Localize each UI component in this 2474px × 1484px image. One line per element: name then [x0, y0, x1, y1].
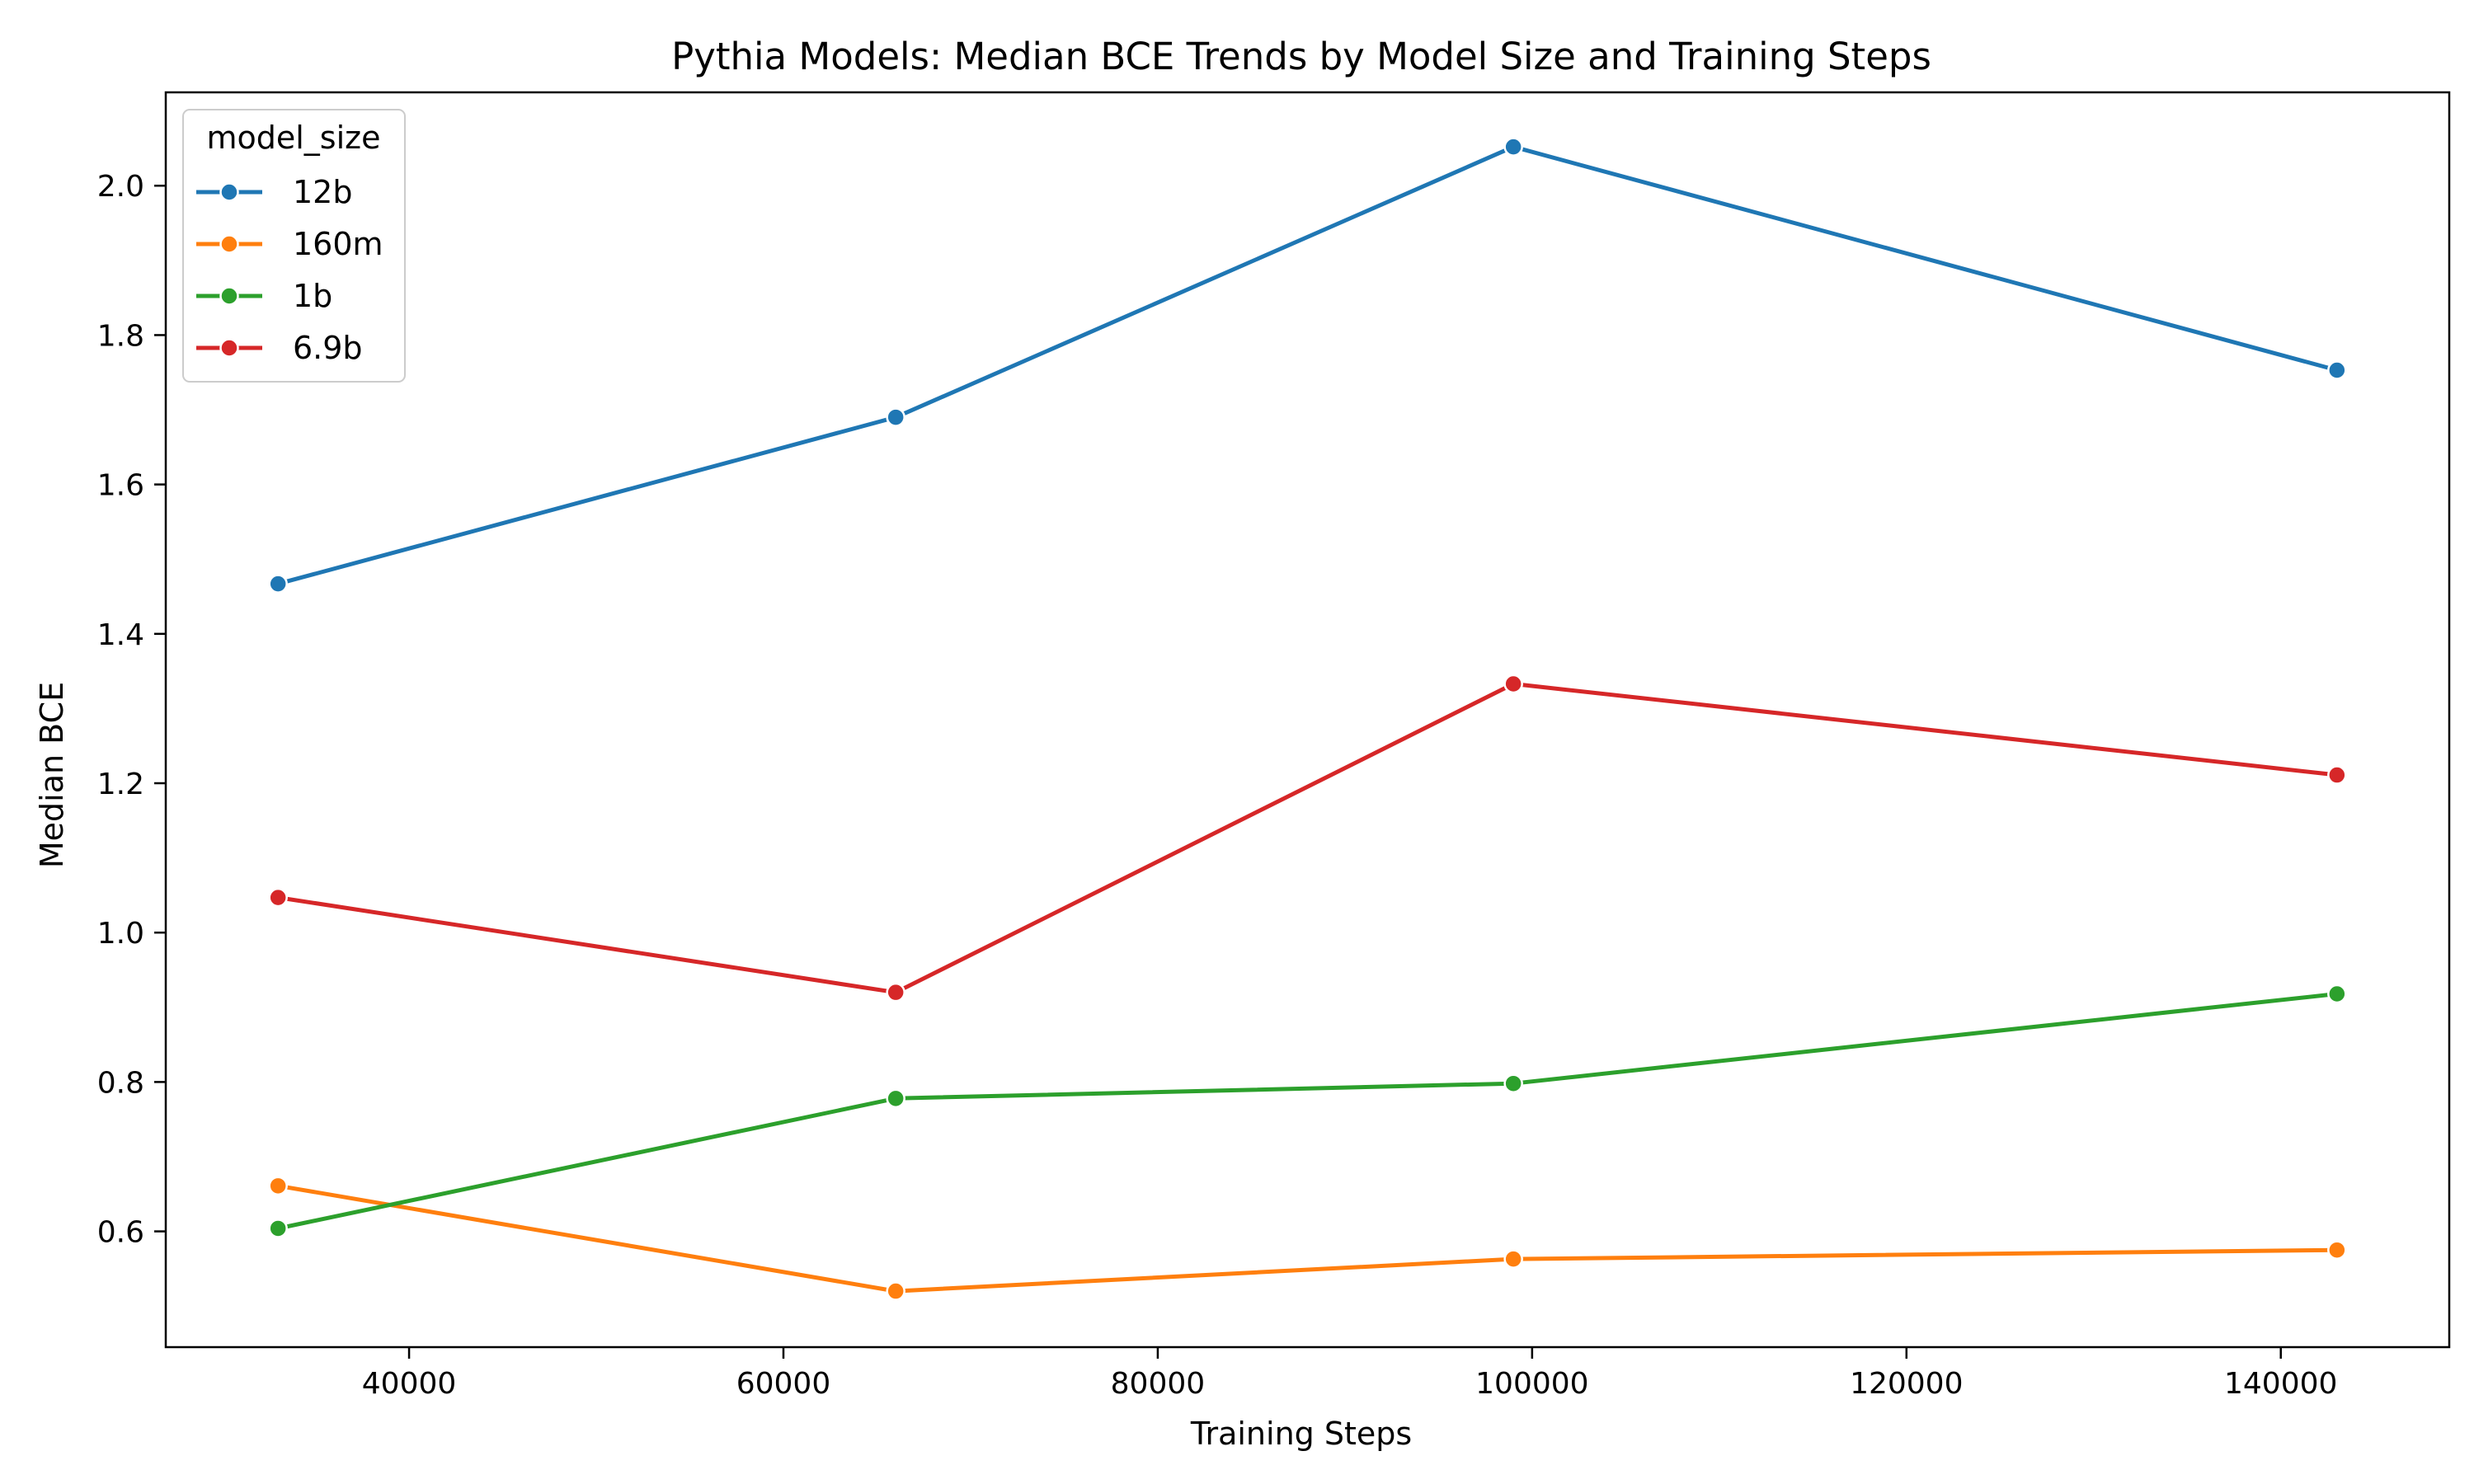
x-tick-label: 100000: [1475, 1367, 1588, 1401]
y-tick-label: 1.0: [97, 917, 144, 951]
data-point-6.9b: [268, 887, 288, 908]
y-axis-ticks: 0.6 0.8 1.0 1.2 1.4 1.6 1.8 2.0: [97, 170, 166, 1250]
x-tick-label: 120000: [1850, 1367, 1963, 1401]
y-tick-label: 0.8: [97, 1066, 144, 1100]
data-point-12b: [2327, 360, 2347, 380]
legend-marker-12b: [219, 182, 239, 202]
legend-entries: 12b 160m 1b 6.9b: [196, 174, 383, 366]
x-axis-label: Training Steps: [1190, 1416, 1412, 1452]
series-line-1b: [275, 992, 2340, 1231]
legend-marker-1b: [219, 286, 239, 306]
data-point-12b: [268, 574, 288, 594]
data-point-6.9b: [886, 982, 905, 1003]
legend: model_size 12b 160m 1b 6.9b: [182, 109, 406, 383]
series-line-160m: [275, 1183, 2340, 1294]
data-point-1b: [1503, 1073, 1523, 1093]
x-tick-label: 40000: [362, 1367, 457, 1401]
x-tick-label: 140000: [2224, 1367, 2337, 1401]
legend-marker-160m: [219, 234, 239, 254]
legend-box: [182, 109, 406, 383]
chart-title: Pythia Models: Median BCE Trends by Mode…: [671, 35, 1931, 78]
data-point-1b: [268, 1219, 288, 1238]
x-axis-ticks: 40000 60000 80000 100000 120000 140000: [362, 1347, 2337, 1401]
plot-frame: [164, 91, 2451, 1349]
data-point-12b: [886, 407, 905, 427]
x-tick-label: 80000: [1111, 1367, 1206, 1401]
data-point-160m: [1503, 1249, 1523, 1269]
data-point-160m: [2327, 1240, 2347, 1260]
y-tick-label: 2.0: [97, 170, 144, 204]
legend-marker-6.9b: [219, 338, 239, 358]
series-layer: [268, 137, 2347, 1301]
legend-title: model_size: [206, 120, 380, 156]
legend-label-1b: 1b: [293, 278, 332, 314]
legend-label-160m: 160m: [293, 226, 383, 262]
data-point-160m: [886, 1281, 905, 1301]
data-point-1b: [886, 1088, 905, 1109]
legend-label-12b: 12b: [293, 174, 352, 210]
y-tick-label: 1.2: [97, 768, 144, 801]
data-point-12b: [1503, 137, 1523, 157]
data-point-160m: [268, 1176, 288, 1196]
series-line-6.9b: [275, 682, 2340, 995]
y-tick-label: 1.4: [97, 618, 144, 652]
y-tick-label: 1.8: [97, 319, 144, 353]
data-point-6.9b: [2327, 765, 2347, 785]
series-line-12b: [275, 144, 2340, 586]
y-tick-label: 1.6: [97, 469, 144, 503]
y-axis-label: Median BCE: [34, 682, 70, 868]
data-point-1b: [2327, 984, 2347, 1004]
x-tick-label: 60000: [736, 1367, 831, 1401]
data-point-6.9b: [1503, 674, 1523, 694]
y-tick-label: 0.6: [97, 1216, 144, 1250]
legend-label-6.9b: 6.9b: [293, 330, 363, 366]
